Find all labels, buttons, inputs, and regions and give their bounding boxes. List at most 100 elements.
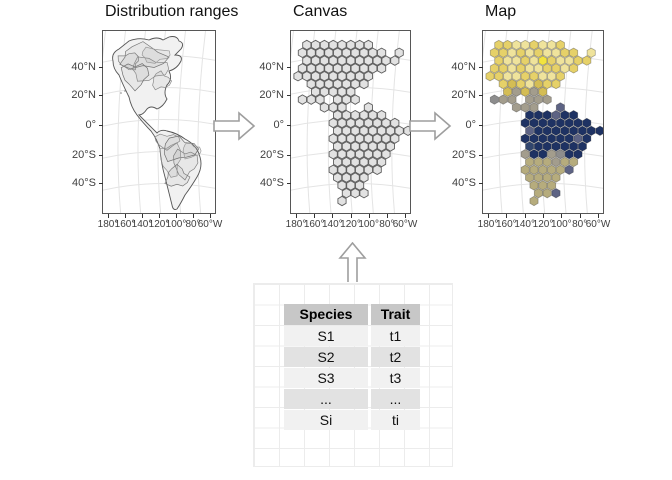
panel-svg [103,31,215,213]
table-cell: ti [371,410,420,430]
x-axis-tick [108,214,109,218]
x-tick-label: 80° [572,219,588,230]
y-axis-tick [99,95,103,96]
y-axis-tick [287,95,291,96]
plot-trait-map [483,31,603,213]
table-header-cell: Species [284,304,368,325]
y-axis-tick [287,67,291,68]
x-axis-tick [296,214,297,218]
y-tick-label: 20°N [451,89,476,101]
x-tick-label: 80° [379,219,395,230]
x-axis-tick [210,214,211,218]
x-tick-label: 60°W [392,219,418,230]
panel-title-distribution-ranges: Distribution ranges [105,3,239,20]
x-tick-label: 140° [514,219,535,230]
y-tick-label: 40°S [260,177,284,189]
y-tick-label: 0° [85,119,96,131]
x-tick-label: 120° [532,219,554,230]
species-range-outlines [117,41,202,187]
table-cell: Si [284,410,368,430]
x-axis-tick [193,214,194,218]
table-cell: t3 [371,368,420,388]
table-cell: S3 [284,368,368,388]
y-tick-label: 0° [465,119,476,131]
y-axis-tick [99,183,103,184]
y-axis-tick [99,155,103,156]
panel-title-map: Map [485,3,517,20]
x-tick-label: 180° [477,219,499,230]
y-axis-tick [479,183,483,184]
table-cell: ... [371,389,420,409]
x-tick-label: 60°W [197,219,223,230]
arrow-right-icon [409,111,452,141]
x-tick-label: 80° [185,219,201,230]
table-cell: S2 [284,347,368,367]
x-axis-tick [543,214,544,218]
x-axis-tick [350,214,352,218]
x-axis-tick [405,214,406,218]
y-tick-label: 40°N [451,61,476,73]
plot-distribution-ranges [103,31,215,213]
x-tick-label: 160° [114,219,136,230]
x-tick-label: 180° [97,219,119,230]
table-cell: t1 [371,326,420,346]
table-cell: ... [284,389,368,409]
y-tick-label: 40°N [259,61,284,73]
y-tick-label: 20°N [71,89,96,101]
x-axis-tick [125,214,126,218]
y-axis-tick [479,67,483,68]
canvas-hexagons [293,39,410,207]
x-axis-tick [159,214,160,218]
x-axis-tick [386,214,388,218]
x-axis-tick [488,214,489,218]
x-axis-tick [579,214,581,218]
y-tick-label: 0° [273,119,284,131]
x-axis-tick [598,214,599,218]
x-tick-label: 100° [358,219,379,230]
x-axis-tick [142,214,143,218]
y-axis-tick [99,67,103,68]
y-axis-tick [287,125,291,126]
x-tick-label: 60°W [585,219,611,230]
y-axis-tick [479,155,483,156]
panel-title-canvas: Canvas [293,3,348,20]
x-tick-label: 140° [131,219,153,230]
y-tick-label: 20°S [260,149,284,161]
x-tick-label: 120° [148,219,170,230]
x-tick-label: 100° [550,219,572,230]
x-tick-label: 160° [495,219,517,230]
trait-hexagons [485,39,603,207]
species-trait-table: Species Trait S1 t1 S2 t2 S3 t3...... Si ti [284,304,420,430]
x-axis-tick [332,214,334,218]
panel-svg [291,31,410,213]
y-axis-tick [287,183,291,184]
x-tick-label: 120° [340,219,361,230]
y-tick-label: 20°N [259,89,284,101]
x-tick-label: 160° [303,219,325,230]
x-tick-label: 180° [285,219,307,230]
y-axis-tick [287,155,291,156]
y-tick-label: 40°S [452,177,476,189]
arrow-up-icon [338,242,367,282]
y-axis-tick [99,125,103,126]
y-tick-label: 20°S [452,149,476,161]
x-tick-label: 140° [321,219,343,230]
y-axis-tick [479,125,483,126]
panel-svg [483,31,603,213]
x-axis-tick [176,214,177,218]
plot-canvas-hexgrid [291,31,410,213]
x-axis-tick [368,214,370,218]
arrow-right-icon [213,111,256,141]
table-header-cell: Trait [371,304,420,325]
x-axis-tick [524,214,526,218]
table-cell: S1 [284,326,368,346]
x-axis-tick [561,214,563,218]
x-axis-tick [314,214,316,218]
x-tick-label: 100° [165,219,187,230]
y-tick-label: 20°S [72,149,96,161]
y-axis-tick [479,95,483,96]
x-axis-tick [506,214,508,218]
y-tick-label: 40°N [71,61,96,73]
y-tick-label: 40°S [72,177,96,189]
